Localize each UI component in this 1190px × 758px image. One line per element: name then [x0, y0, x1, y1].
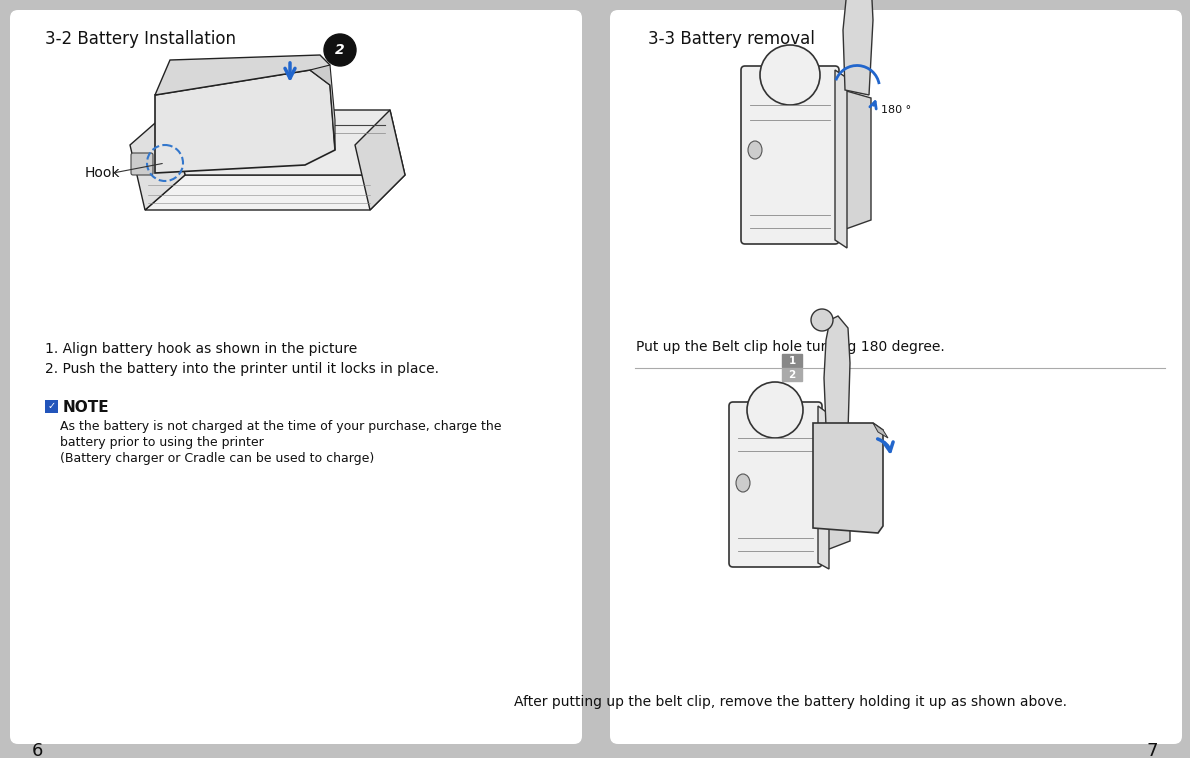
Text: After putting up the belt clip, remove the battery holding it up as shown above.: After putting up the belt clip, remove t…: [514, 695, 1066, 709]
Polygon shape: [170, 110, 405, 175]
Circle shape: [324, 34, 356, 66]
Polygon shape: [155, 70, 336, 173]
FancyBboxPatch shape: [131, 153, 154, 175]
Polygon shape: [843, 0, 873, 95]
Text: NOTE: NOTE: [63, 400, 109, 415]
Text: (Battery charger or Cradle can be used to charge): (Battery charger or Cradle can be used t…: [60, 452, 374, 465]
Text: 3-3 Battery removal: 3-3 Battery removal: [649, 30, 815, 48]
Text: 3-2 Battery Installation: 3-2 Battery Installation: [45, 30, 236, 48]
FancyBboxPatch shape: [10, 10, 582, 744]
Text: 1. Align battery hook as shown in the picture: 1. Align battery hook as shown in the pi…: [45, 342, 357, 356]
Text: As the battery is not charged at the time of your purchase, charge the: As the battery is not charged at the tim…: [60, 420, 501, 433]
Text: ✓: ✓: [48, 402, 56, 412]
Text: battery prior to using the printer: battery prior to using the printer: [60, 436, 264, 449]
FancyBboxPatch shape: [45, 400, 58, 413]
Polygon shape: [835, 70, 847, 248]
Circle shape: [760, 45, 820, 105]
Text: 2. Push the battery into the printer until it locks in place.: 2. Push the battery into the printer unt…: [45, 362, 439, 376]
FancyBboxPatch shape: [782, 354, 802, 367]
Text: Put up the Belt clip hole turning 180 degree.: Put up the Belt clip hole turning 180 de…: [635, 340, 945, 354]
Polygon shape: [813, 423, 883, 533]
Polygon shape: [873, 423, 888, 438]
Text: Hook: Hook: [84, 166, 120, 180]
Text: 2: 2: [789, 370, 796, 380]
FancyBboxPatch shape: [741, 66, 839, 244]
Circle shape: [812, 309, 833, 331]
FancyBboxPatch shape: [729, 402, 822, 567]
Polygon shape: [311, 65, 336, 150]
Circle shape: [747, 382, 803, 438]
Ellipse shape: [749, 141, 762, 159]
FancyBboxPatch shape: [610, 10, 1182, 744]
Polygon shape: [823, 316, 850, 431]
Polygon shape: [130, 110, 184, 210]
Text: 6: 6: [32, 742, 43, 758]
FancyBboxPatch shape: [782, 368, 802, 381]
Polygon shape: [843, 90, 871, 230]
Text: 7: 7: [1146, 742, 1158, 758]
Text: 180 °: 180 °: [881, 105, 912, 115]
Polygon shape: [155, 55, 330, 95]
Text: 2: 2: [336, 43, 345, 57]
Polygon shape: [355, 110, 405, 210]
Ellipse shape: [735, 474, 750, 492]
Text: 1: 1: [789, 356, 796, 366]
Polygon shape: [145, 175, 405, 210]
Polygon shape: [823, 428, 850, 551]
Polygon shape: [818, 406, 829, 569]
